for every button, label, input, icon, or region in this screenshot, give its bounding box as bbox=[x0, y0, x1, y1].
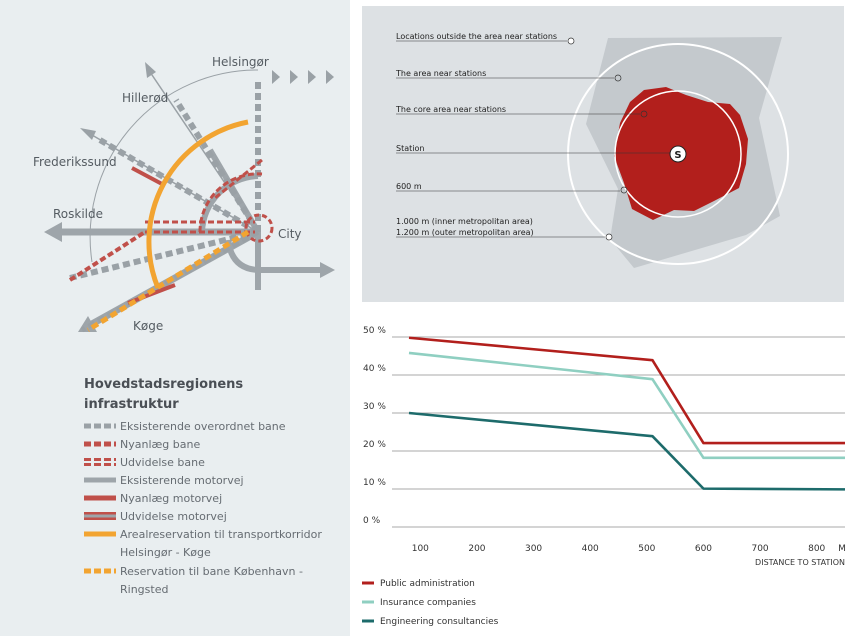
x-tick-label: 600 bbox=[695, 544, 712, 554]
x-tick-label: 200 bbox=[468, 544, 485, 554]
station-marker bbox=[669, 145, 687, 163]
corridor-helsingor-koge bbox=[146, 119, 249, 289]
annotation-area: The area near stations bbox=[395, 69, 486, 78]
dot-core bbox=[640, 110, 648, 118]
motorway-new-frederikssund bbox=[131, 166, 163, 186]
legend-item-corridor: Arealreservation til transportkorridor bbox=[120, 528, 322, 541]
x-tick-label: M bbox=[838, 544, 846, 554]
legend-item-reservation-2: Ringsted bbox=[120, 583, 168, 596]
dot-area bbox=[614, 74, 622, 82]
reservation-kbh-ringsted bbox=[86, 229, 250, 333]
series-line bbox=[408, 411, 846, 491]
x-tick-label: 100 bbox=[412, 544, 429, 554]
rail-new-ring bbox=[198, 172, 263, 233]
rail-hillerod bbox=[173, 98, 261, 234]
place-koge: Køge bbox=[133, 319, 163, 333]
x-tick-label: 300 bbox=[525, 544, 542, 554]
helsingor-arrow-3 bbox=[308, 70, 316, 84]
legend-label: Public administration bbox=[380, 579, 475, 589]
x-tick-label: 400 bbox=[582, 544, 599, 554]
legend-item-existing-rail: Eksisterende overordnet bane bbox=[120, 420, 286, 433]
place-roskilde: Roskilde bbox=[53, 207, 103, 221]
legend-item-existing-motorway: Eksisterende motorvej bbox=[120, 474, 244, 487]
helsingor-arrow-1 bbox=[272, 70, 280, 84]
y-tick-label: 20 % bbox=[363, 440, 386, 450]
legend-label: Insurance companies bbox=[380, 598, 476, 608]
y-tick-label: 30 % bbox=[363, 402, 386, 412]
x-tick-label: 800 bbox=[808, 544, 825, 554]
y-tick-label: 50 % bbox=[363, 326, 386, 336]
city-ring bbox=[244, 213, 274, 243]
legend-item-reservation: Reservation til bane København - bbox=[120, 565, 303, 578]
legend-label: Engineering consultancies bbox=[380, 617, 499, 627]
legend-item-rail-upgrade: Udvidelse bane bbox=[120, 456, 205, 469]
annotation-600m: 600 m bbox=[396, 182, 422, 191]
infrastructure-map: Helsingør Hillerød Frederikssund Roskild… bbox=[33, 55, 335, 596]
dot-1000m bbox=[605, 233, 613, 241]
annotation-core: The core area near stations bbox=[395, 105, 506, 114]
legend-title-2: infrastruktur bbox=[84, 397, 179, 412]
dot-outside bbox=[567, 37, 575, 45]
legend-item-new-motorway: Nyanlæg motorvej bbox=[120, 492, 222, 505]
circle-1000m bbox=[567, 43, 789, 265]
place-hillerod: Hillerød bbox=[122, 91, 168, 105]
y-tick-label: 0 % bbox=[363, 516, 381, 526]
legend-item-new-rail: Nyanlæg bane bbox=[120, 438, 200, 451]
legend-item-corridor-2: Helsingør - Køge bbox=[120, 546, 211, 559]
y-tick-label: 10 % bbox=[363, 478, 386, 488]
motorway-roskilde-arrow bbox=[44, 222, 62, 242]
arrow-frederikssund-head bbox=[80, 128, 96, 140]
x-tick-label: 500 bbox=[638, 544, 655, 554]
map-legend: Hovedstadsregionens infrastruktur Eksist… bbox=[84, 377, 322, 596]
place-frederikssund: Frederikssund bbox=[33, 155, 117, 169]
rail-frederikssund bbox=[98, 137, 260, 235]
x-axis-label: DISTANCE TO STATION bbox=[755, 558, 845, 567]
arrow-hillerod-head bbox=[145, 62, 156, 78]
annotation-station: Station bbox=[396, 144, 424, 153]
motorway-east-arrow bbox=[320, 262, 335, 278]
x-tick-label: 700 bbox=[751, 544, 768, 554]
annotation-1000m: 1.000 m (inner metropolitan area) bbox=[396, 217, 533, 226]
outer-arc bbox=[89, 69, 259, 263]
annotation-outside: Locations outside the area near stations bbox=[396, 32, 557, 41]
helsingor-arrow-4 bbox=[326, 70, 334, 84]
helsingor-arrow-2 bbox=[290, 70, 298, 84]
place-city: City bbox=[278, 227, 302, 241]
circle-600m bbox=[614, 90, 742, 218]
series-line bbox=[408, 336, 845, 445]
series-line bbox=[408, 351, 845, 460]
dot-600m bbox=[620, 186, 628, 194]
legend-item-motorway-upgrade: Udvidelse motorvej bbox=[120, 510, 227, 523]
rail-new-roskilde bbox=[68, 230, 147, 282]
y-tick-label: 40 % bbox=[363, 364, 386, 374]
station-area-panel: S Locations outside the area near statio… bbox=[362, 6, 844, 302]
legend-title-1: Hovedstadsregionens bbox=[84, 377, 243, 392]
station-symbol: S bbox=[674, 150, 681, 161]
rail-new-north bbox=[214, 158, 263, 200]
annotation-1200m: 1.200 m (outer metropolitan area) bbox=[396, 228, 534, 237]
infrastructure-map-panel: Helsingør Hillerød Frederikssund Roskild… bbox=[0, 0, 350, 636]
place-helsingor: Helsingør bbox=[212, 55, 269, 69]
station-area-diagram: S Locations outside the area near statio… bbox=[395, 32, 789, 268]
